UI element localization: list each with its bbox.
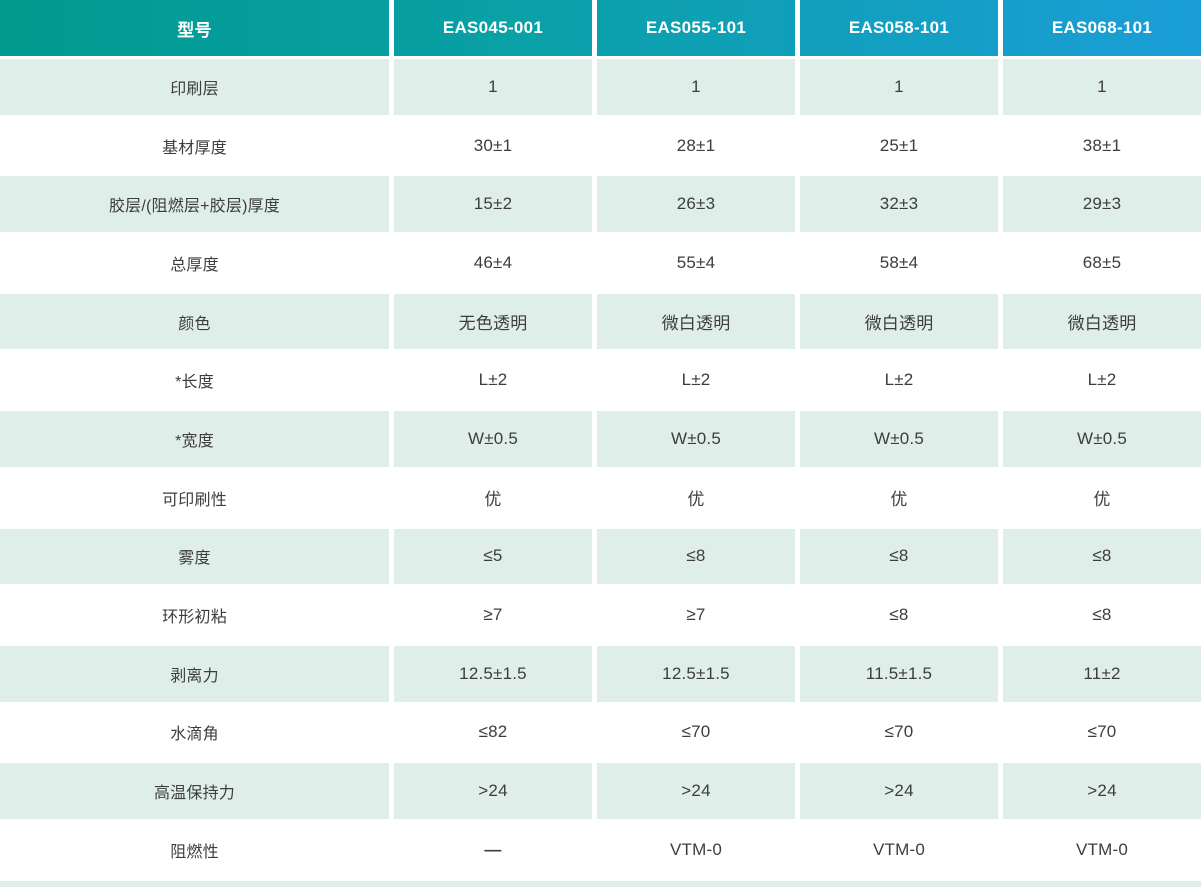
- spec-cell: 32±3: [800, 176, 998, 233]
- spec-cell: >24: [800, 763, 998, 819]
- spec-cell: 11±2: [1003, 645, 1201, 702]
- spec-row-label: *长度: [0, 352, 389, 409]
- spec-cell: 无色透明: [394, 293, 592, 350]
- spec-cell: 12.5±1.5: [597, 645, 795, 702]
- spec-cell: —: [394, 821, 592, 878]
- spec-cell: 38±1: [1003, 117, 1201, 174]
- spec-cell: ≤70: [597, 704, 795, 761]
- spec-cell: 1: [1003, 59, 1201, 115]
- column-header-model-4: EAS068-101: [1003, 0, 1201, 56]
- spec-cell: ≥7: [597, 587, 795, 643]
- spec-cell: 29±3: [1003, 176, 1201, 233]
- spec-row-label: 基材厚度: [0, 117, 389, 174]
- spec-cell: W±0.5: [1003, 411, 1201, 467]
- spec-cell: 30±1: [394, 117, 592, 174]
- spec-row-label: *宽度: [0, 411, 389, 467]
- spec-row-label: 可印刷性: [0, 469, 389, 526]
- spec-cell: ≤8: [800, 587, 998, 643]
- spec-cell: ≤5: [394, 528, 592, 585]
- spec-cell: ≤70: [800, 704, 998, 761]
- spec-row-label: 总厚度: [0, 235, 389, 291]
- spec-cell: 优: [597, 469, 795, 526]
- spec-row-label: 剥离力: [0, 645, 389, 702]
- spec-cell: W±0.5: [394, 411, 592, 467]
- spec-cell: VTM-0: [1003, 821, 1201, 878]
- spec-cell: W±0.5: [597, 411, 795, 467]
- partial-next-row-strip: [0, 880, 1201, 887]
- spec-cell: W±0.5: [800, 411, 998, 467]
- spec-cell: 46±4: [394, 235, 592, 291]
- spec-row-label: 雾度: [0, 528, 389, 585]
- spec-cell: ≤8: [1003, 528, 1201, 585]
- column-header-model-label: 型号: [0, 0, 389, 56]
- spec-cell: ≤70: [1003, 704, 1201, 761]
- column-header-model-1: EAS045-001: [394, 0, 592, 56]
- spec-cell: 1: [800, 59, 998, 115]
- spec-cell: 11.5±1.5: [800, 645, 998, 702]
- spec-row-label: 胶层/(阻燃层+胶层)厚度: [0, 176, 389, 233]
- spec-cell: 1: [394, 59, 592, 115]
- spec-cell: ≤8: [800, 528, 998, 585]
- spec-cell: ≤82: [394, 704, 592, 761]
- spec-cell: 微白透明: [800, 293, 998, 350]
- spec-cell: L±2: [394, 352, 592, 409]
- spec-cell: >24: [597, 763, 795, 819]
- spec-cell: 25±1: [800, 117, 998, 174]
- spec-cell: >24: [1003, 763, 1201, 819]
- spec-cell: 58±4: [800, 235, 998, 291]
- spec-cell: ≥7: [394, 587, 592, 643]
- spec-cell: 优: [800, 469, 998, 526]
- spec-cell: ≤8: [597, 528, 795, 585]
- spec-row-label: 阻燃性: [0, 821, 389, 878]
- spec-cell: >24: [394, 763, 592, 819]
- spec-cell: L±2: [1003, 352, 1201, 409]
- spec-cell: VTM-0: [800, 821, 998, 878]
- column-header-model-3: EAS058-101: [800, 0, 998, 56]
- spec-cell: 15±2: [394, 176, 592, 233]
- spec-row-label: 颜色: [0, 293, 389, 350]
- spec-row-label: 高温保持力: [0, 763, 389, 819]
- spec-cell: 优: [1003, 469, 1201, 526]
- spec-cell: L±2: [800, 352, 998, 409]
- spec-cell: ≤8: [1003, 587, 1201, 643]
- spec-cell: 微白透明: [1003, 293, 1201, 350]
- spec-cell: 优: [394, 469, 592, 526]
- spec-row-label: 水滴角: [0, 704, 389, 761]
- spec-row-label: 环形初粘: [0, 587, 389, 643]
- spec-cell: 1: [597, 59, 795, 115]
- column-header-model-2: EAS055-101: [597, 0, 795, 56]
- spec-cell: 12.5±1.5: [394, 645, 592, 702]
- spec-row-label: 印刷层: [0, 59, 389, 115]
- spec-cell: 26±3: [597, 176, 795, 233]
- spec-cell: 微白透明: [597, 293, 795, 350]
- spec-cell: L±2: [597, 352, 795, 409]
- spec-cell: 28±1: [597, 117, 795, 174]
- spec-cell: VTM-0: [597, 821, 795, 878]
- spec-cell: 68±5: [1003, 235, 1201, 291]
- spec-cell: 55±4: [597, 235, 795, 291]
